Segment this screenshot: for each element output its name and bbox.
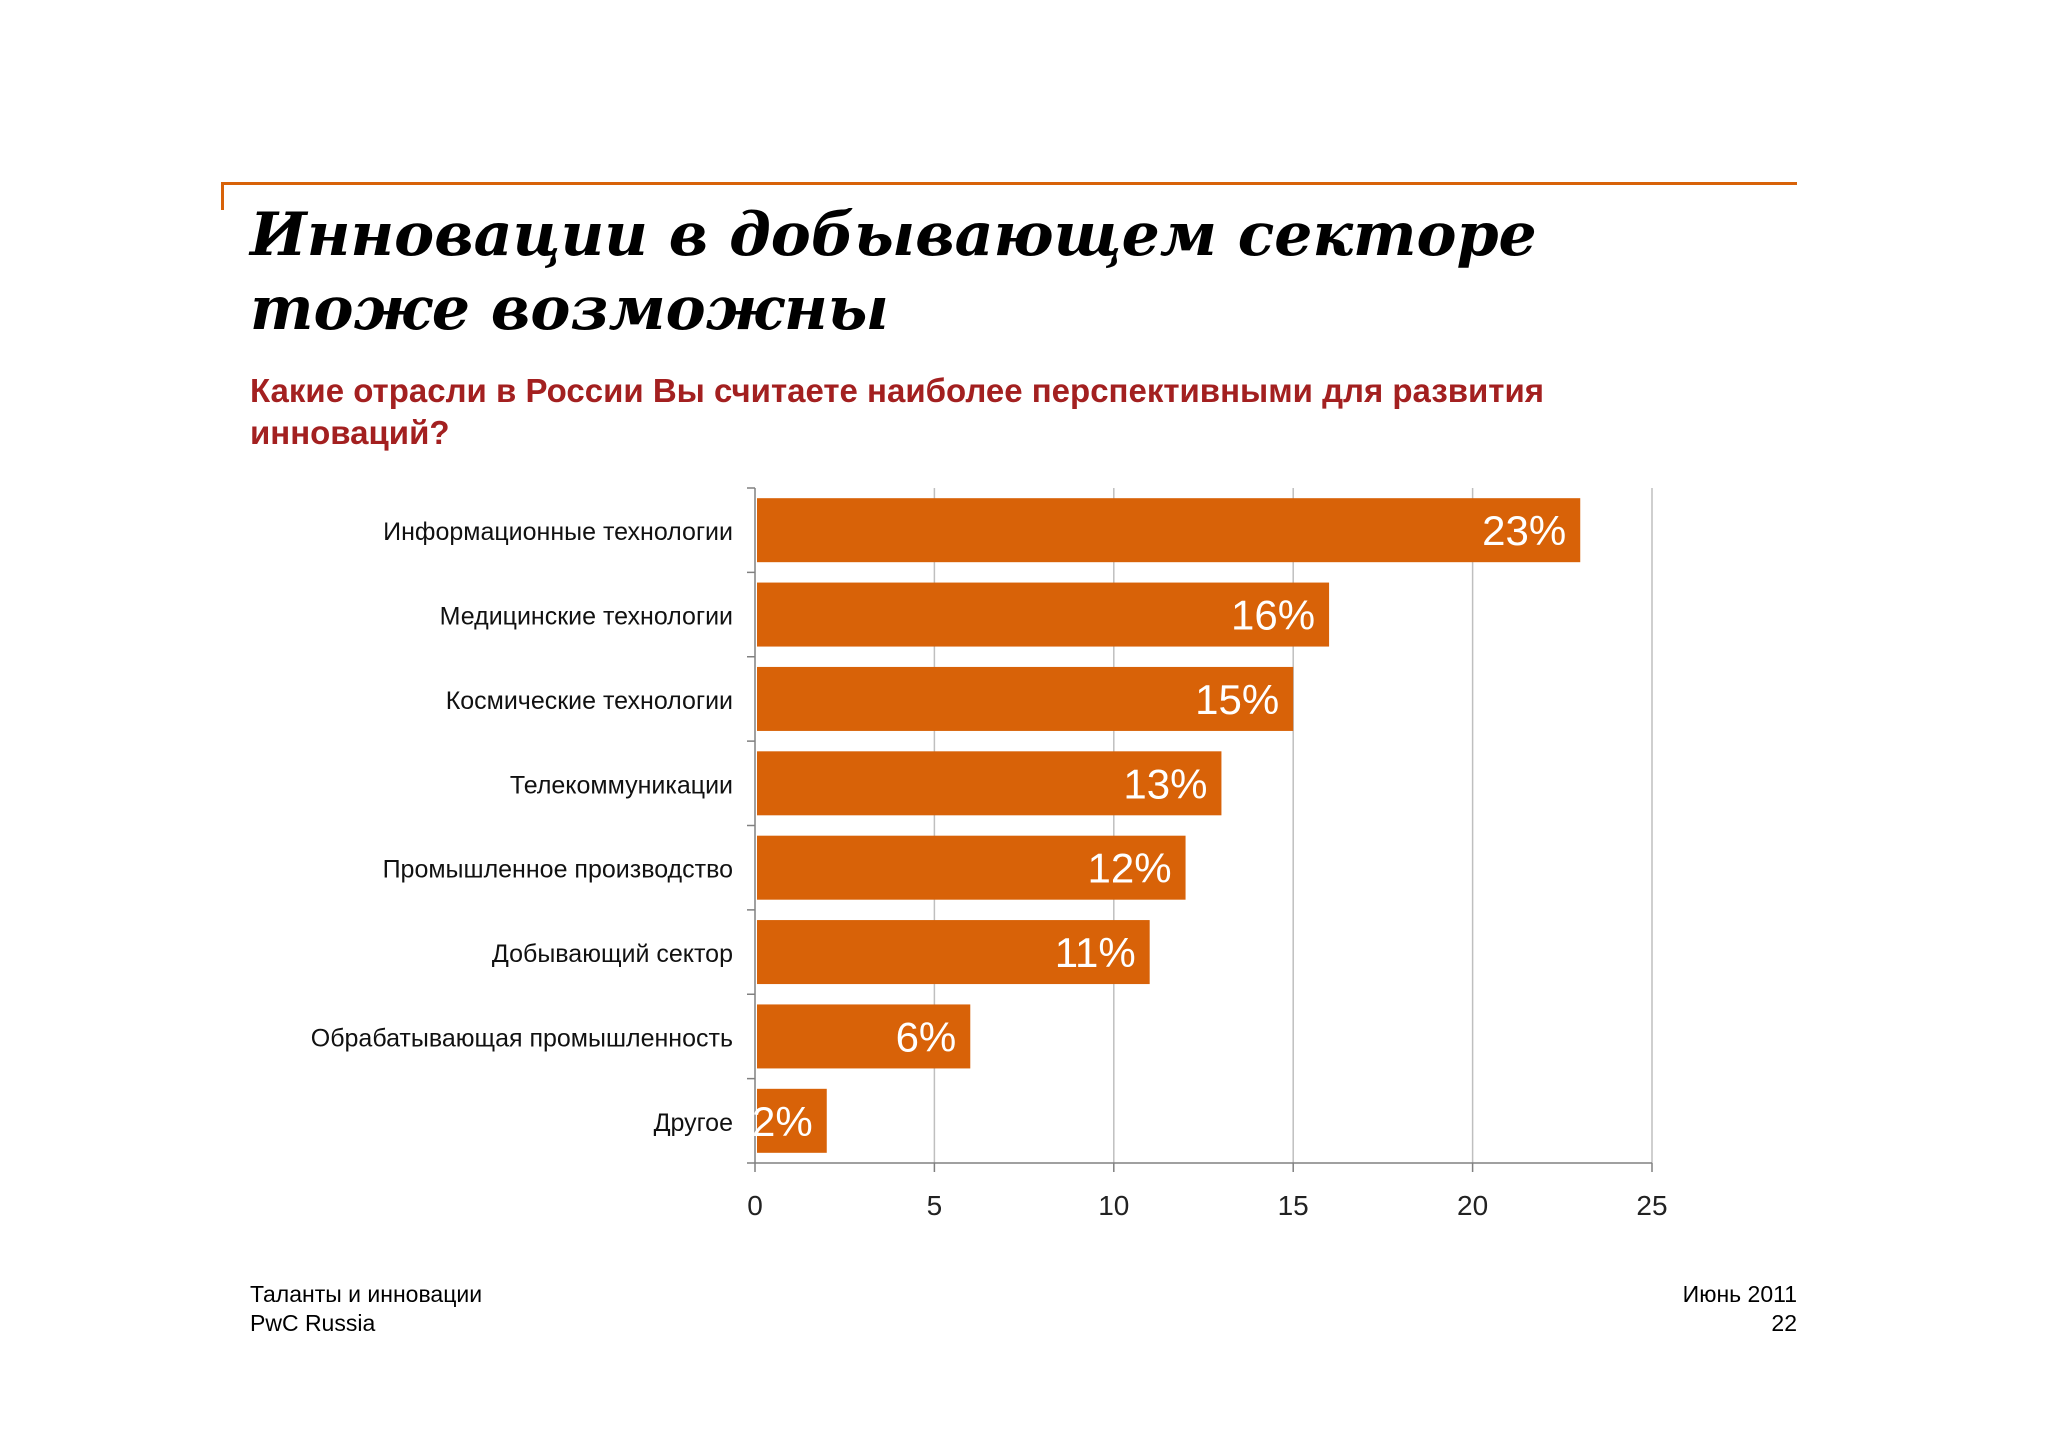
category-label: Другое xyxy=(654,1109,733,1137)
bar xyxy=(757,835,1186,900)
data-label: 15% xyxy=(1195,676,1279,723)
page-number: 22 xyxy=(1771,1310,1797,1336)
bars xyxy=(757,498,1581,1153)
accent-rule xyxy=(221,182,1797,185)
x-tick-label: 15 xyxy=(1278,1190,1309,1221)
x-tick-label: 25 xyxy=(1636,1190,1667,1221)
accent-rule-tick xyxy=(221,182,224,210)
bar xyxy=(757,920,1150,985)
category-label: Медицинские технологии xyxy=(440,603,733,631)
data-label: 2% xyxy=(752,1098,813,1145)
data-label: 6% xyxy=(896,1013,957,1060)
data-label: 12% xyxy=(1087,845,1171,892)
bar xyxy=(757,498,1581,563)
bar xyxy=(757,1088,827,1153)
data-label: 11% xyxy=(1055,929,1136,976)
labels: 0 5 10 15 20 25 Информационные технологии 23% Ме… xyxy=(311,507,1668,1221)
x-tick-label: 20 xyxy=(1457,1190,1488,1221)
category-label: Космические технологии xyxy=(446,687,733,715)
category-label: Добывающий сектор xyxy=(492,940,733,968)
footer-date: Июнь 2011 xyxy=(1682,1281,1797,1307)
bar xyxy=(757,666,1294,731)
bar xyxy=(757,1004,971,1069)
footer-report-title: Таланты и инновации xyxy=(250,1281,483,1307)
footer-right: Июнь 2011 22 xyxy=(1683,1280,1797,1338)
data-label: 23% xyxy=(1482,507,1566,554)
category-label: Промышленное производство xyxy=(383,856,733,884)
axes xyxy=(747,487,1653,1172)
x-tick-label: 0 xyxy=(747,1190,763,1221)
x-tick-label: 5 xyxy=(927,1190,943,1221)
data-label: 13% xyxy=(1123,760,1207,807)
category-label: Обрабатывающая промышленность xyxy=(311,1024,733,1052)
survey-question: Какие отрасли в России Вы считаете наибо… xyxy=(250,372,1544,451)
bar xyxy=(757,582,1330,647)
slide-title: Инновации в добывающем секторе тоже возм… xyxy=(250,200,1537,344)
footer-left: Таланты и инновации PwC Russia xyxy=(250,1280,482,1338)
bar xyxy=(757,751,1222,816)
footer-company: PwC Russia xyxy=(250,1310,376,1336)
x-tick-label: 10 xyxy=(1098,1190,1129,1221)
category-label: Информационные технологии xyxy=(383,518,733,546)
category-label: Телекоммуникации xyxy=(510,771,733,799)
data-label: 16% xyxy=(1231,592,1315,639)
